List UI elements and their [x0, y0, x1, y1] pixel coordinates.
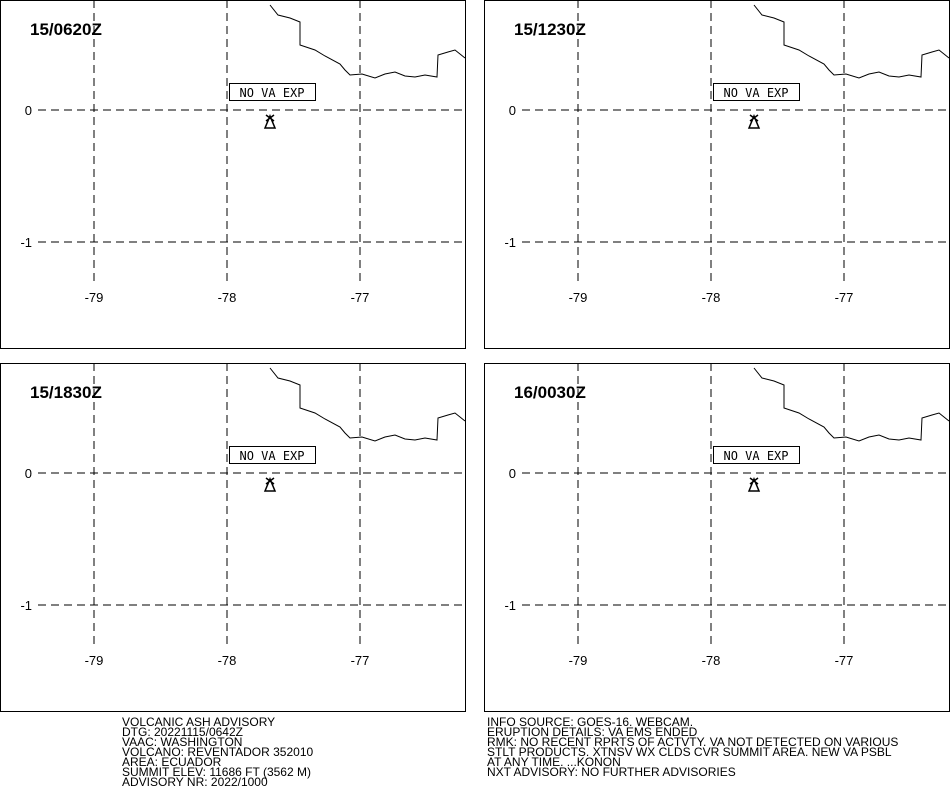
advisory-line: VOLCANO: REVENTADOR 352010 [122, 745, 314, 759]
annotation: NO VA EXP [723, 449, 788, 463]
coastline [269, 367, 466, 442]
lon-label: -78 [702, 290, 721, 305]
valid-time: 16/0030Z [514, 383, 586, 402]
coastline [753, 4, 950, 79]
lon-label: -77 [351, 290, 370, 305]
lat-label: -1 [504, 598, 516, 613]
advisory-line: AT ANY TIME. ...KONON [487, 755, 621, 769]
annotation: NO VA EXP [239, 86, 304, 100]
valid-time: 15/1230Z [514, 20, 586, 39]
map-panel: 0 -1 -79 -78 -77 15/1230Z NO VA EXP [484, 0, 950, 349]
advisory-line: ERUPTION DETAILS: VA EMS ENDED [487, 725, 698, 739]
valid-time: 15/0620Z [30, 20, 102, 39]
advisory-line: VOLCANIC ASH ADVISORY [122, 715, 275, 729]
annotation-box [229, 446, 316, 464]
lon-label: -78 [218, 290, 237, 305]
lon-label: -79 [569, 653, 588, 668]
advisory-line: AREA: ECUADOR [122, 755, 222, 769]
advisory-line: RMK: NO RECENT RPRTS OF ACTVTY. VA NOT D… [487, 735, 898, 749]
lon-label: -78 [218, 653, 237, 668]
annotation-box [713, 446, 800, 464]
volcano-symbol [263, 477, 277, 492]
lat-label: -1 [20, 598, 32, 613]
panel-frame [0, 0, 466, 349]
lon-label: -78 [702, 653, 721, 668]
advisory-line: NXT ADVISORY: NO FURTHER ADVISORIES [487, 765, 736, 779]
coastline [269, 4, 466, 79]
lon-label: -77 [835, 653, 854, 668]
volcano-symbol [747, 114, 761, 129]
lon-label: -79 [85, 653, 104, 668]
advisory-line: DTG: 20221115/0642Z [122, 725, 243, 739]
lat-label: -1 [20, 235, 32, 250]
annotation-box [229, 83, 316, 101]
advisory-line: VAAC: WASHINGTON [122, 735, 242, 749]
volcano-symbol [263, 114, 277, 129]
map-panel: 0 -1 -79 -78 -77 15/1830Z NO VA EXP [0, 363, 466, 712]
volcano-symbol [747, 477, 761, 492]
lat-label: 0 [25, 103, 32, 118]
advisory-line: INFO SOURCE: GOES-16. WEBCAM. [487, 715, 693, 729]
panel-frame [484, 0, 950, 349]
panel-frame [484, 363, 950, 712]
advisory-line: STLT PRODUCTS. XTNSV WX CLDS CVR SUMMIT … [487, 745, 892, 759]
annotation: NO VA EXP [723, 86, 788, 100]
map-panel: 0 -1 -79 -78 -77 16/0030Z NO VA EXP [484, 363, 950, 712]
lon-label: -79 [85, 290, 104, 305]
lat-label: 0 [509, 103, 516, 118]
map-panel: 0 -1 -79 -78 -77 15/0620Z NO VA EXP [0, 0, 466, 349]
lat-label: -1 [504, 235, 516, 250]
advisory-line: ADVISORY NR: 2022/1000 [122, 775, 268, 789]
lon-label: -77 [351, 653, 370, 668]
annotation-box [713, 83, 800, 101]
panel-frame [0, 363, 466, 712]
lat-label: 0 [509, 466, 516, 481]
lon-label: -77 [835, 290, 854, 305]
lat-label: 0 [25, 466, 32, 481]
valid-time: 15/1830Z [30, 383, 102, 402]
lon-label: -79 [569, 290, 588, 305]
advisory-line: SUMMIT ELEV: 11686 FT (3562 M) [122, 765, 311, 779]
annotation: NO VA EXP [239, 449, 304, 463]
coastline [753, 367, 950, 442]
